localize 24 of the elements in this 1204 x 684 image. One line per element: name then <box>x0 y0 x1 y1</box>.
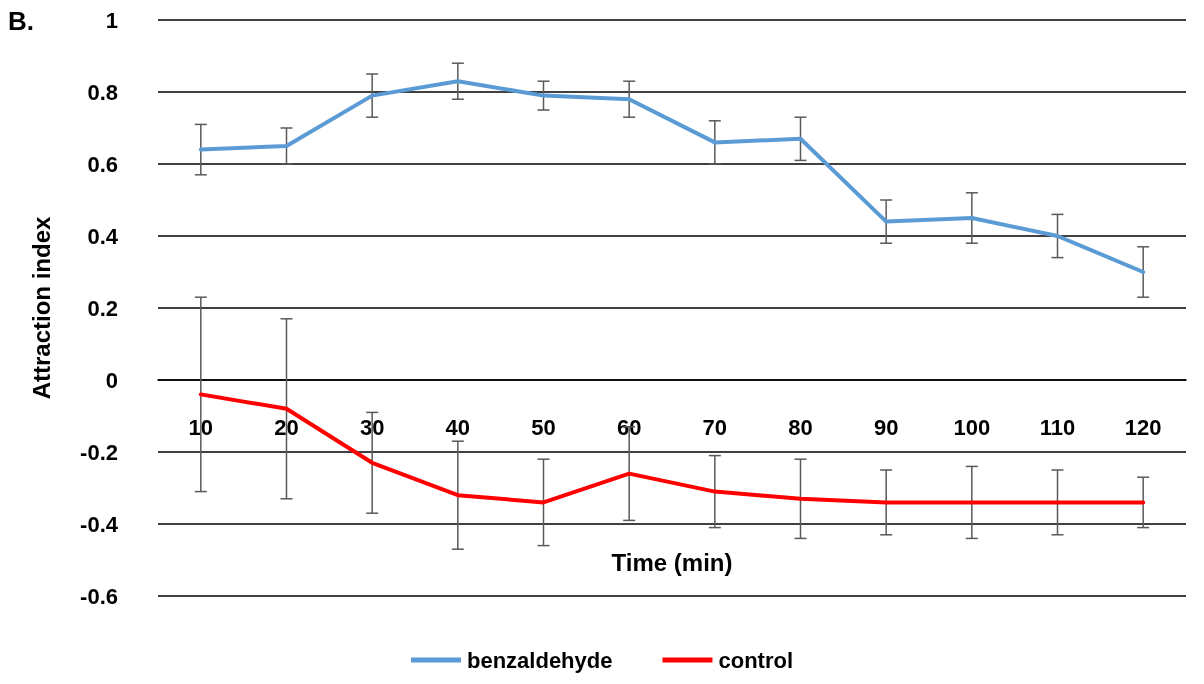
y-tick-label: 0.6 <box>87 151 118 177</box>
x-tick-label: 50 <box>531 414 556 440</box>
x-tick-label: 80 <box>788 414 813 440</box>
y-tick-label: -0.4 <box>80 511 119 537</box>
x-tick-label: 110 <box>1039 414 1076 440</box>
y-tick-label: 0.2 <box>87 295 118 321</box>
text: B. <box>8 6 34 36</box>
y-tick-label: 0.4 <box>87 223 119 249</box>
y-tick-label: 1 <box>105 7 118 33</box>
x-tick-label: 70 <box>702 414 728 440</box>
y-axis-title: Attraction index <box>27 216 55 400</box>
y-tick-label: -0.2 <box>80 439 118 465</box>
legend-label: control <box>718 647 794 673</box>
x-tick-label: 60 <box>616 414 642 440</box>
line-series <box>198 79 1146 274</box>
legend-label: benzaldehyde <box>466 647 613 673</box>
y-tick-label: -0.6 <box>80 583 118 609</box>
y-tick-label: 0 <box>105 367 118 393</box>
x-tick-label: 100 <box>953 414 991 440</box>
x-tick-label: 120 <box>1124 414 1162 440</box>
x-tick-label: 40 <box>445 414 471 440</box>
y-tick-label: 0.8 <box>87 79 118 105</box>
x-axis-title: Time (min) <box>611 548 733 576</box>
x-tick-label: 90 <box>873 414 899 440</box>
